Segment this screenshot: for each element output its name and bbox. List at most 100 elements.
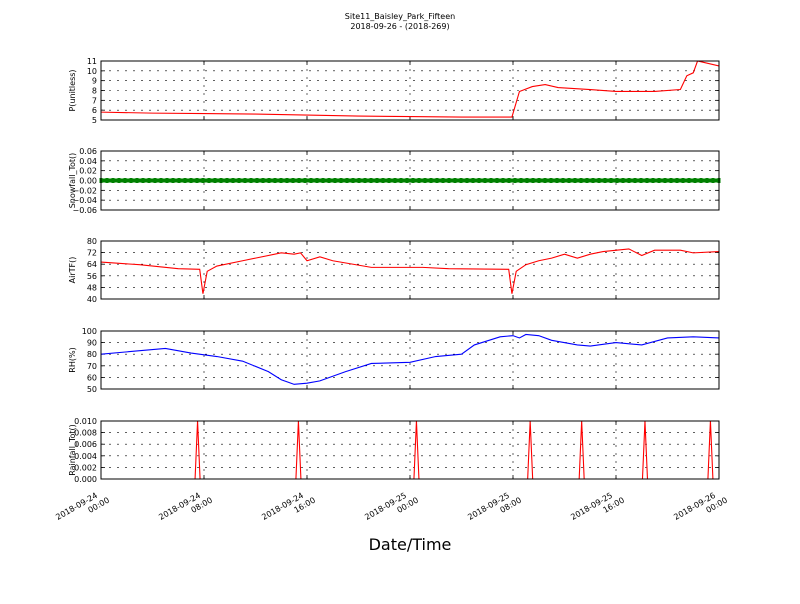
- y-tick-label: 56: [87, 272, 97, 281]
- y-tick-label: 0.010: [74, 417, 97, 426]
- series-line: [101, 333, 719, 385]
- series-marker: [429, 178, 433, 183]
- y-tick-label: 0.02: [79, 167, 97, 176]
- series-marker: [165, 178, 169, 183]
- series-marker: [699, 178, 703, 183]
- y-tick-label: 80: [87, 237, 97, 246]
- y-tick-label: 9: [92, 77, 97, 86]
- series-marker: [321, 178, 325, 183]
- series-marker: [123, 178, 127, 183]
- series-marker: [489, 178, 493, 183]
- series-marker: [381, 178, 385, 183]
- series-marker: [183, 178, 187, 183]
- series-marker: [597, 178, 601, 183]
- series-marker: [417, 178, 421, 183]
- series-marker: [159, 178, 163, 183]
- series-marker: [303, 178, 307, 183]
- series-marker: [693, 178, 697, 183]
- y-axis-label: Snowfall_Tot(): [68, 153, 77, 209]
- series-marker: [225, 178, 229, 183]
- series-marker: [525, 178, 529, 183]
- y-tick-label: 40: [87, 295, 97, 304]
- series-marker: [267, 178, 271, 183]
- series-marker: [285, 178, 289, 183]
- x-tick-label: 2018-09-2408:00: [157, 487, 214, 531]
- panel-frame: [100, 60, 720, 121]
- series-marker: [441, 178, 445, 183]
- series-marker: [153, 178, 157, 183]
- y-tick-label: 80: [87, 350, 97, 359]
- series-marker: [615, 178, 619, 183]
- panel-frame: [100, 150, 720, 211]
- series-marker: [213, 178, 217, 183]
- series-marker: [243, 178, 247, 183]
- series-marker: [471, 178, 475, 183]
- series-marker: [315, 178, 319, 183]
- y-tick-label: 8: [92, 87, 97, 96]
- series-marker: [219, 178, 223, 183]
- series-marker: [657, 178, 661, 183]
- series-marker: [351, 178, 355, 183]
- series-marker: [483, 178, 487, 183]
- panel-3: 40 48 56 64 72 80 AirTF(): [68, 237, 720, 304]
- chart-title-line1: Site11_Baisley_Park_Fifteen: [345, 12, 455, 21]
- y-tick-label: 10: [87, 67, 97, 76]
- x-axis-label: Date/Time: [369, 535, 452, 554]
- series-marker: [621, 178, 625, 183]
- series-marker: [495, 178, 499, 183]
- series-line: [101, 248, 719, 294]
- y-tick-label: 64: [87, 260, 97, 269]
- y-axis-label: Rainfall_Tot(): [68, 424, 77, 476]
- series-marker: [435, 178, 439, 183]
- series-marker: [651, 178, 655, 183]
- y-tick-label: 7: [92, 96, 97, 105]
- series-marker: [171, 178, 175, 183]
- panel-5: 0.000 0.002 0.004 0.006 0.008 0.010Rainfall_T…: [68, 417, 720, 484]
- series-marker: [669, 178, 673, 183]
- x-tick-label: 2018-09-2500:00: [363, 487, 420, 531]
- panel-frame: [100, 420, 720, 480]
- x-tick-label: 2018-09-2508:00: [466, 487, 523, 531]
- series-marker: [591, 178, 595, 183]
- y-tick-label: 0.04: [79, 157, 97, 166]
- panel-4: 50 60 70 80 90 100 RH(%): [68, 327, 720, 394]
- x-tick-label: 2018-09-2416:00: [260, 487, 317, 531]
- y-tick-label: 90: [87, 339, 97, 348]
- series-marker: [177, 178, 181, 183]
- series-marker: [369, 178, 373, 183]
- series-marker: [135, 178, 139, 183]
- series-marker: [459, 178, 463, 183]
- series-marker: [111, 178, 115, 183]
- y-tick-label: 48: [87, 283, 97, 292]
- series-marker: [327, 178, 331, 183]
- series-marker: [477, 178, 481, 183]
- series-marker: [585, 178, 589, 183]
- series-marker: [333, 178, 337, 183]
- y-tick-label: 60: [87, 373, 97, 382]
- series-marker: [603, 178, 607, 183]
- y-tick-label: 0.00: [79, 177, 97, 186]
- series-marker: [339, 178, 343, 183]
- series-marker: [681, 178, 685, 183]
- y-tick-label: 0.000: [74, 475, 97, 484]
- x-tick-label: 2018-09-2516:00: [569, 487, 626, 531]
- series-marker: [663, 178, 667, 183]
- series-marker: [627, 178, 631, 183]
- series-marker: [147, 178, 151, 183]
- series-marker: [543, 178, 547, 183]
- y-tick-label: −0.02: [72, 186, 97, 195]
- series-line: [101, 61, 719, 118]
- series-marker: [399, 178, 403, 183]
- series-marker: [555, 178, 559, 183]
- series-marker: [279, 178, 283, 183]
- series-marker: [465, 178, 469, 183]
- series-marker: [345, 178, 349, 183]
- series-marker: [231, 178, 235, 183]
- series-marker: [363, 178, 367, 183]
- series-marker: [201, 178, 205, 183]
- series-marker: [261, 178, 265, 183]
- series-marker: [393, 178, 397, 183]
